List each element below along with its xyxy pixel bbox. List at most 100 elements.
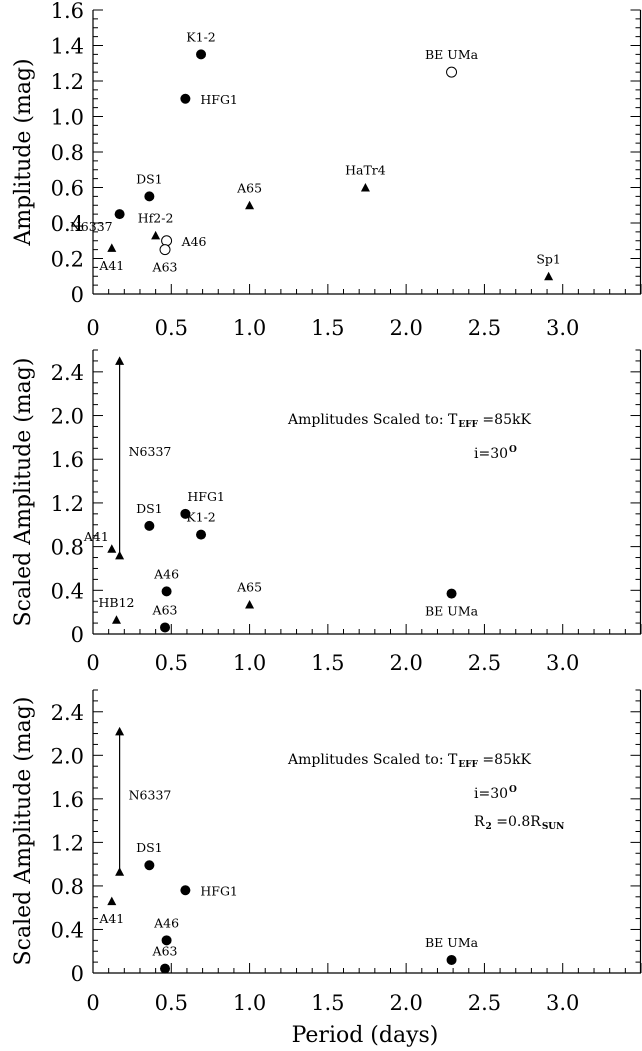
data-point [180, 508, 191, 519]
x-tick-label: 0.5 [155, 316, 188, 340]
point-label: BE UMa [425, 47, 479, 62]
data-point [245, 200, 255, 210]
data-point [151, 230, 161, 240]
data-point [160, 622, 171, 633]
point-label: Sp1 [536, 251, 561, 266]
point-label: DS1 [136, 171, 163, 186]
data-point [144, 191, 155, 202]
point-a63: A63 [152, 244, 178, 275]
point-a65: A65 [236, 180, 262, 210]
x-tick-label: 2.0 [389, 991, 422, 1015]
x-tick-label: 2.5 [468, 651, 501, 675]
x-tick-label: 2.0 [389, 316, 422, 340]
data-point [160, 963, 171, 974]
data-point [180, 885, 191, 896]
data-point [196, 49, 207, 60]
point-label: A46 [153, 915, 179, 930]
point-hfg1: HFG1 [180, 489, 225, 519]
annotation-3: R2 =0.8RSUN [474, 814, 564, 832]
point-label: A46 [153, 566, 179, 581]
point-a63: A63 [152, 602, 178, 633]
data-point [446, 66, 458, 78]
y-tick-label: 1.4 [51, 35, 84, 59]
y-tick-label: 2.0 [51, 744, 84, 768]
x-tick-label: 0 [86, 316, 99, 340]
y-axis-title: Scaled Amplitude (mag) [11, 697, 36, 966]
point-label: N6337 [129, 788, 172, 803]
y-tick-label: 0.4 [51, 918, 84, 942]
range-end-marker [115, 356, 125, 365]
point-ds1: DS1 [136, 501, 163, 531]
y-tick-label: 1.2 [51, 70, 84, 94]
amplitude-panel: 0 0.5 1.0 1.5 2.0 2.5 3.0 0 0.2 0.4 0.6 0.8 1.0 1.2 1.… [11, 0, 642, 340]
point-k1-2: K1-2 [186, 29, 216, 60]
data-point [544, 271, 554, 281]
x-tick-label: 2.0 [389, 651, 422, 675]
y-tick-label: 0 [71, 623, 84, 647]
point-label: N6337 [129, 444, 172, 459]
y-tick-label: 0.4 [51, 579, 84, 603]
x-tick-label: 3.0 [546, 316, 579, 340]
x-tick-label: 3.0 [546, 651, 579, 675]
data-point [114, 209, 125, 220]
data-point [446, 954, 457, 965]
data-point [107, 544, 117, 553]
data-point [360, 183, 370, 192]
annotation-1: Amplitudes Scaled to: TEFF =85kK [287, 752, 531, 770]
y-tick-label: 0.8 [51, 141, 84, 165]
y-tick-label: 2.4 [51, 361, 84, 385]
y-tick-label: 0.8 [51, 536, 84, 560]
point-label: HFG1 [187, 489, 225, 504]
point-hb12: HB12 [98, 595, 134, 624]
y-tick-label: 1.0 [51, 106, 84, 130]
range-n6337: N6337 [115, 726, 172, 876]
point-label: A46 [181, 234, 207, 249]
y-tick-label: 0.2 [51, 248, 84, 272]
x-tick-label: 1.0 [233, 316, 266, 340]
x-tick-label: 1.0 [233, 991, 266, 1015]
point-be-uma: BE UMa [425, 935, 479, 965]
y-tick-label: 0 [71, 962, 84, 986]
y-tick-label: 2.4 [51, 701, 84, 725]
x-tick-label: 0.5 [155, 651, 188, 675]
point-a46: A46 [153, 915, 179, 946]
scaled-amplitude-radius-panel: 0 0.5 1.0 1.5 2.0 2.5 3.0 0 0.4 0.8 1.2 1.6 2.0 2.4 Sc… [11, 689, 642, 1015]
point-label: K1-2 [186, 29, 215, 44]
point-label: DS1 [136, 840, 163, 855]
point-label: Hf2-2 [138, 210, 174, 225]
point-ds1: DS1 [136, 171, 163, 202]
annotation-1: Amplitudes Scaled to: TEFF =85kK [287, 412, 531, 430]
data-point [159, 244, 171, 256]
point-a41: A41 [83, 529, 117, 553]
x-tick-label: 2.5 [468, 316, 501, 340]
data-point [245, 600, 255, 609]
point-label: HB12 [98, 595, 134, 610]
point-label: DS1 [136, 501, 163, 516]
data-point [144, 860, 155, 871]
x-tick-label: 2.5 [468, 991, 501, 1015]
data-point [196, 529, 207, 540]
x-tick-label: 0.5 [155, 991, 188, 1015]
point-a46: A46 [153, 566, 179, 597]
annotation-2: i=30O [474, 445, 517, 462]
point-label: BE UMa [425, 935, 479, 950]
data-point [111, 615, 121, 624]
x-tick-label: 0 [86, 991, 99, 1015]
point-label: A65 [236, 580, 262, 595]
point-label: N6337 [70, 219, 113, 234]
data-point [161, 586, 172, 597]
y-tick-label: 1.2 [51, 831, 84, 855]
y-tick-label: 1.6 [51, 448, 84, 472]
point-a65: A65 [236, 580, 262, 609]
range-end-marker [115, 726, 125, 736]
point-a41: A41 [98, 896, 124, 926]
point-hfg1: HFG1 [180, 92, 238, 107]
point-ds1: DS1 [136, 840, 163, 871]
point-label: HFG1 [200, 92, 238, 107]
point-label: A63 [152, 602, 178, 617]
x-tick-label: 3.0 [546, 991, 579, 1015]
y-axis-title: Scaled Amplitude (mag) [11, 358, 36, 627]
point-a41: A41 [98, 243, 124, 273]
point-sp1: Sp1 [536, 251, 561, 281]
